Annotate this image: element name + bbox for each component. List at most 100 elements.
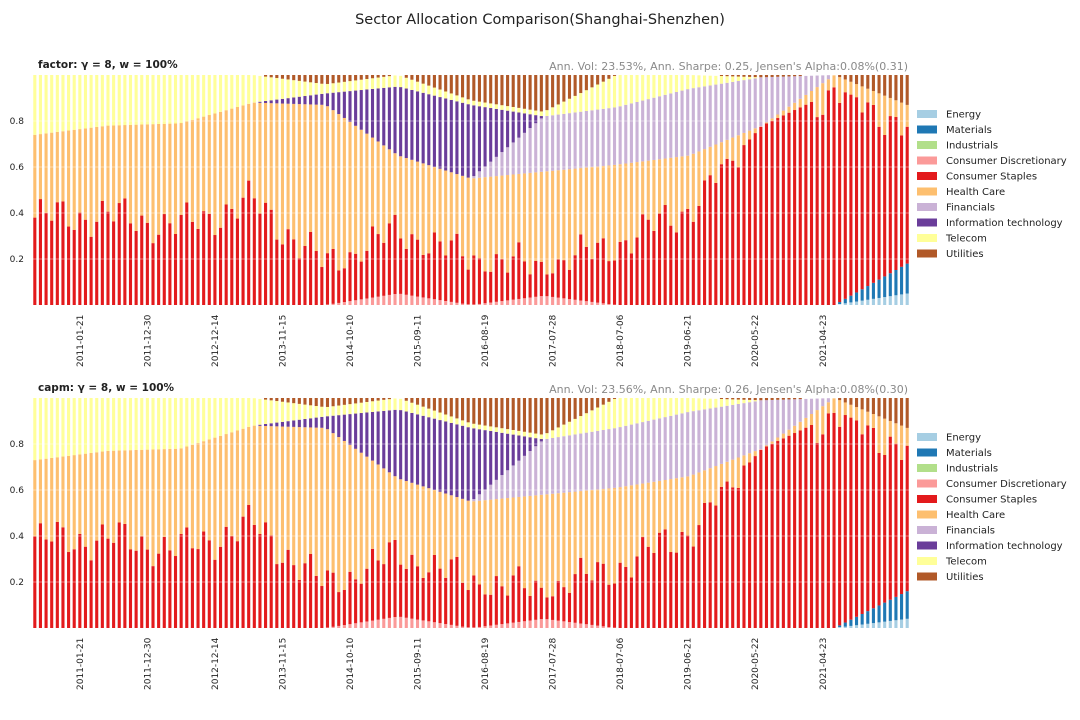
bar-segment-staples — [534, 580, 538, 620]
bar-segment-staples — [219, 546, 223, 628]
bar-segment-financials — [579, 433, 583, 492]
bar-segment-financials — [781, 399, 785, 434]
bar-segment-health — [196, 118, 200, 229]
legend-label: Industrials — [946, 464, 998, 475]
stats-annotation: Ann. Vol: 23.53%, Ann. Sharpe: 0.25, Jen… — [549, 60, 908, 73]
bar-segment-financials — [708, 85, 712, 147]
bar-stack — [354, 75, 358, 305]
bar-stack — [213, 75, 217, 305]
bar-segment-staples — [112, 221, 116, 305]
bar-segment-staples — [652, 553, 656, 628]
bar-segment-staples — [669, 225, 673, 305]
bar-segment-utilities — [798, 75, 802, 77]
bar-segment-telecom — [697, 398, 701, 411]
bar-stack — [691, 398, 695, 628]
bar-segment-telecom — [213, 75, 217, 114]
bar-segment-infotech — [522, 113, 527, 133]
bar-segment-telecom — [725, 76, 729, 83]
bar-segment-financials — [629, 103, 633, 163]
bar-segment-staples — [455, 556, 459, 626]
bar-segment-staples — [427, 253, 431, 299]
bar-stack — [292, 75, 296, 305]
bar-segment-staples — [179, 534, 183, 628]
bar-segment-health — [44, 133, 48, 213]
bar-stack — [67, 398, 71, 628]
y-tick-label: 0.4 — [10, 532, 25, 542]
bar-segment-energy — [888, 296, 892, 305]
bar-segment-infotech — [348, 414, 352, 445]
bar-segment-telecom — [365, 78, 369, 90]
bar-segment-infotech — [500, 109, 504, 153]
bar-segment-health — [455, 174, 459, 234]
bar-segment-staples — [117, 203, 121, 305]
bar-segment-infotech — [258, 424, 262, 426]
bar-segment-infotech — [489, 108, 493, 162]
bar-segment-health — [894, 100, 898, 118]
bar-segment-health — [815, 87, 819, 118]
bar-segment-financials — [821, 398, 825, 407]
bar-segment-financials — [551, 115, 555, 171]
bar-segment-telecom — [320, 406, 324, 417]
bar-segment-staples — [663, 529, 667, 628]
bar-segment-consdisc — [494, 301, 498, 305]
bar-segment-utilities — [742, 398, 746, 400]
bar-segment-health — [162, 123, 166, 215]
bar-segment-financials — [691, 411, 695, 475]
chart-title: capm: γ = 8, w = 100% — [38, 382, 175, 394]
bar-stack — [359, 398, 363, 628]
bar-segment-financials — [674, 414, 678, 479]
bar-segment-staples — [646, 219, 650, 305]
bar-segment-telecom — [579, 416, 583, 434]
bar-stack — [354, 398, 358, 628]
bar-stack — [534, 75, 538, 305]
bar-segment-health — [877, 93, 881, 127]
bar-segment-health — [190, 119, 194, 222]
bar-segment-telecom — [112, 75, 116, 126]
bar-segment-staples — [742, 145, 746, 305]
bar-segment-health — [494, 499, 498, 577]
bar-segment-staples — [55, 521, 59, 628]
bar-segment-financials — [663, 94, 667, 159]
bar-segment-energy — [900, 619, 904, 628]
bar-segment-staples — [286, 229, 290, 305]
bar-segment-consdisc — [337, 625, 341, 628]
bar-segment-staples — [258, 534, 262, 628]
bar-segment-telecom — [168, 75, 172, 124]
legend-label: Consumer Staples — [946, 172, 1037, 183]
bar-segment-financials — [776, 399, 780, 438]
bar-segment-telecom — [235, 75, 239, 108]
bar-stack — [708, 75, 712, 305]
bar-segment-infotech — [494, 431, 498, 480]
bar-segment-staples — [264, 202, 268, 305]
bar-segment-utilities — [838, 398, 842, 401]
bar-segment-utilities — [607, 398, 611, 402]
bar-segment-staples — [500, 259, 504, 302]
bar-segment-infotech — [359, 413, 363, 453]
bar-segment-health — [140, 124, 144, 216]
bar-segment-staples — [393, 539, 397, 618]
bar-segment-infotech — [382, 87, 386, 146]
bar-segment-staples — [432, 232, 436, 300]
bar-segment-staples — [826, 90, 830, 305]
bar-stack — [871, 398, 875, 628]
bar-segment-infotech — [331, 92, 335, 111]
bar-segment-staples — [438, 568, 442, 624]
bar-segment-telecom — [258, 75, 262, 102]
bar-segment-financials — [697, 87, 701, 152]
bar-segment-telecom — [635, 398, 639, 424]
bar-segment-energy — [888, 620, 892, 628]
bar-segment-health — [432, 489, 436, 555]
bar-segment-utilities — [883, 75, 887, 96]
bar-segment-health — [461, 175, 465, 257]
bar-segment-consdisc — [567, 622, 572, 628]
bar-segment-staples — [900, 459, 904, 595]
bar-segment-financials — [714, 407, 718, 467]
bar-segment-consdisc — [432, 622, 436, 628]
bar-segment-staples — [320, 267, 324, 305]
bar-segment-staples — [551, 596, 555, 620]
bar-stack — [140, 75, 144, 305]
bar-stack — [421, 398, 425, 628]
bar-segment-staples — [128, 549, 133, 628]
bar-segment-health — [100, 451, 104, 525]
